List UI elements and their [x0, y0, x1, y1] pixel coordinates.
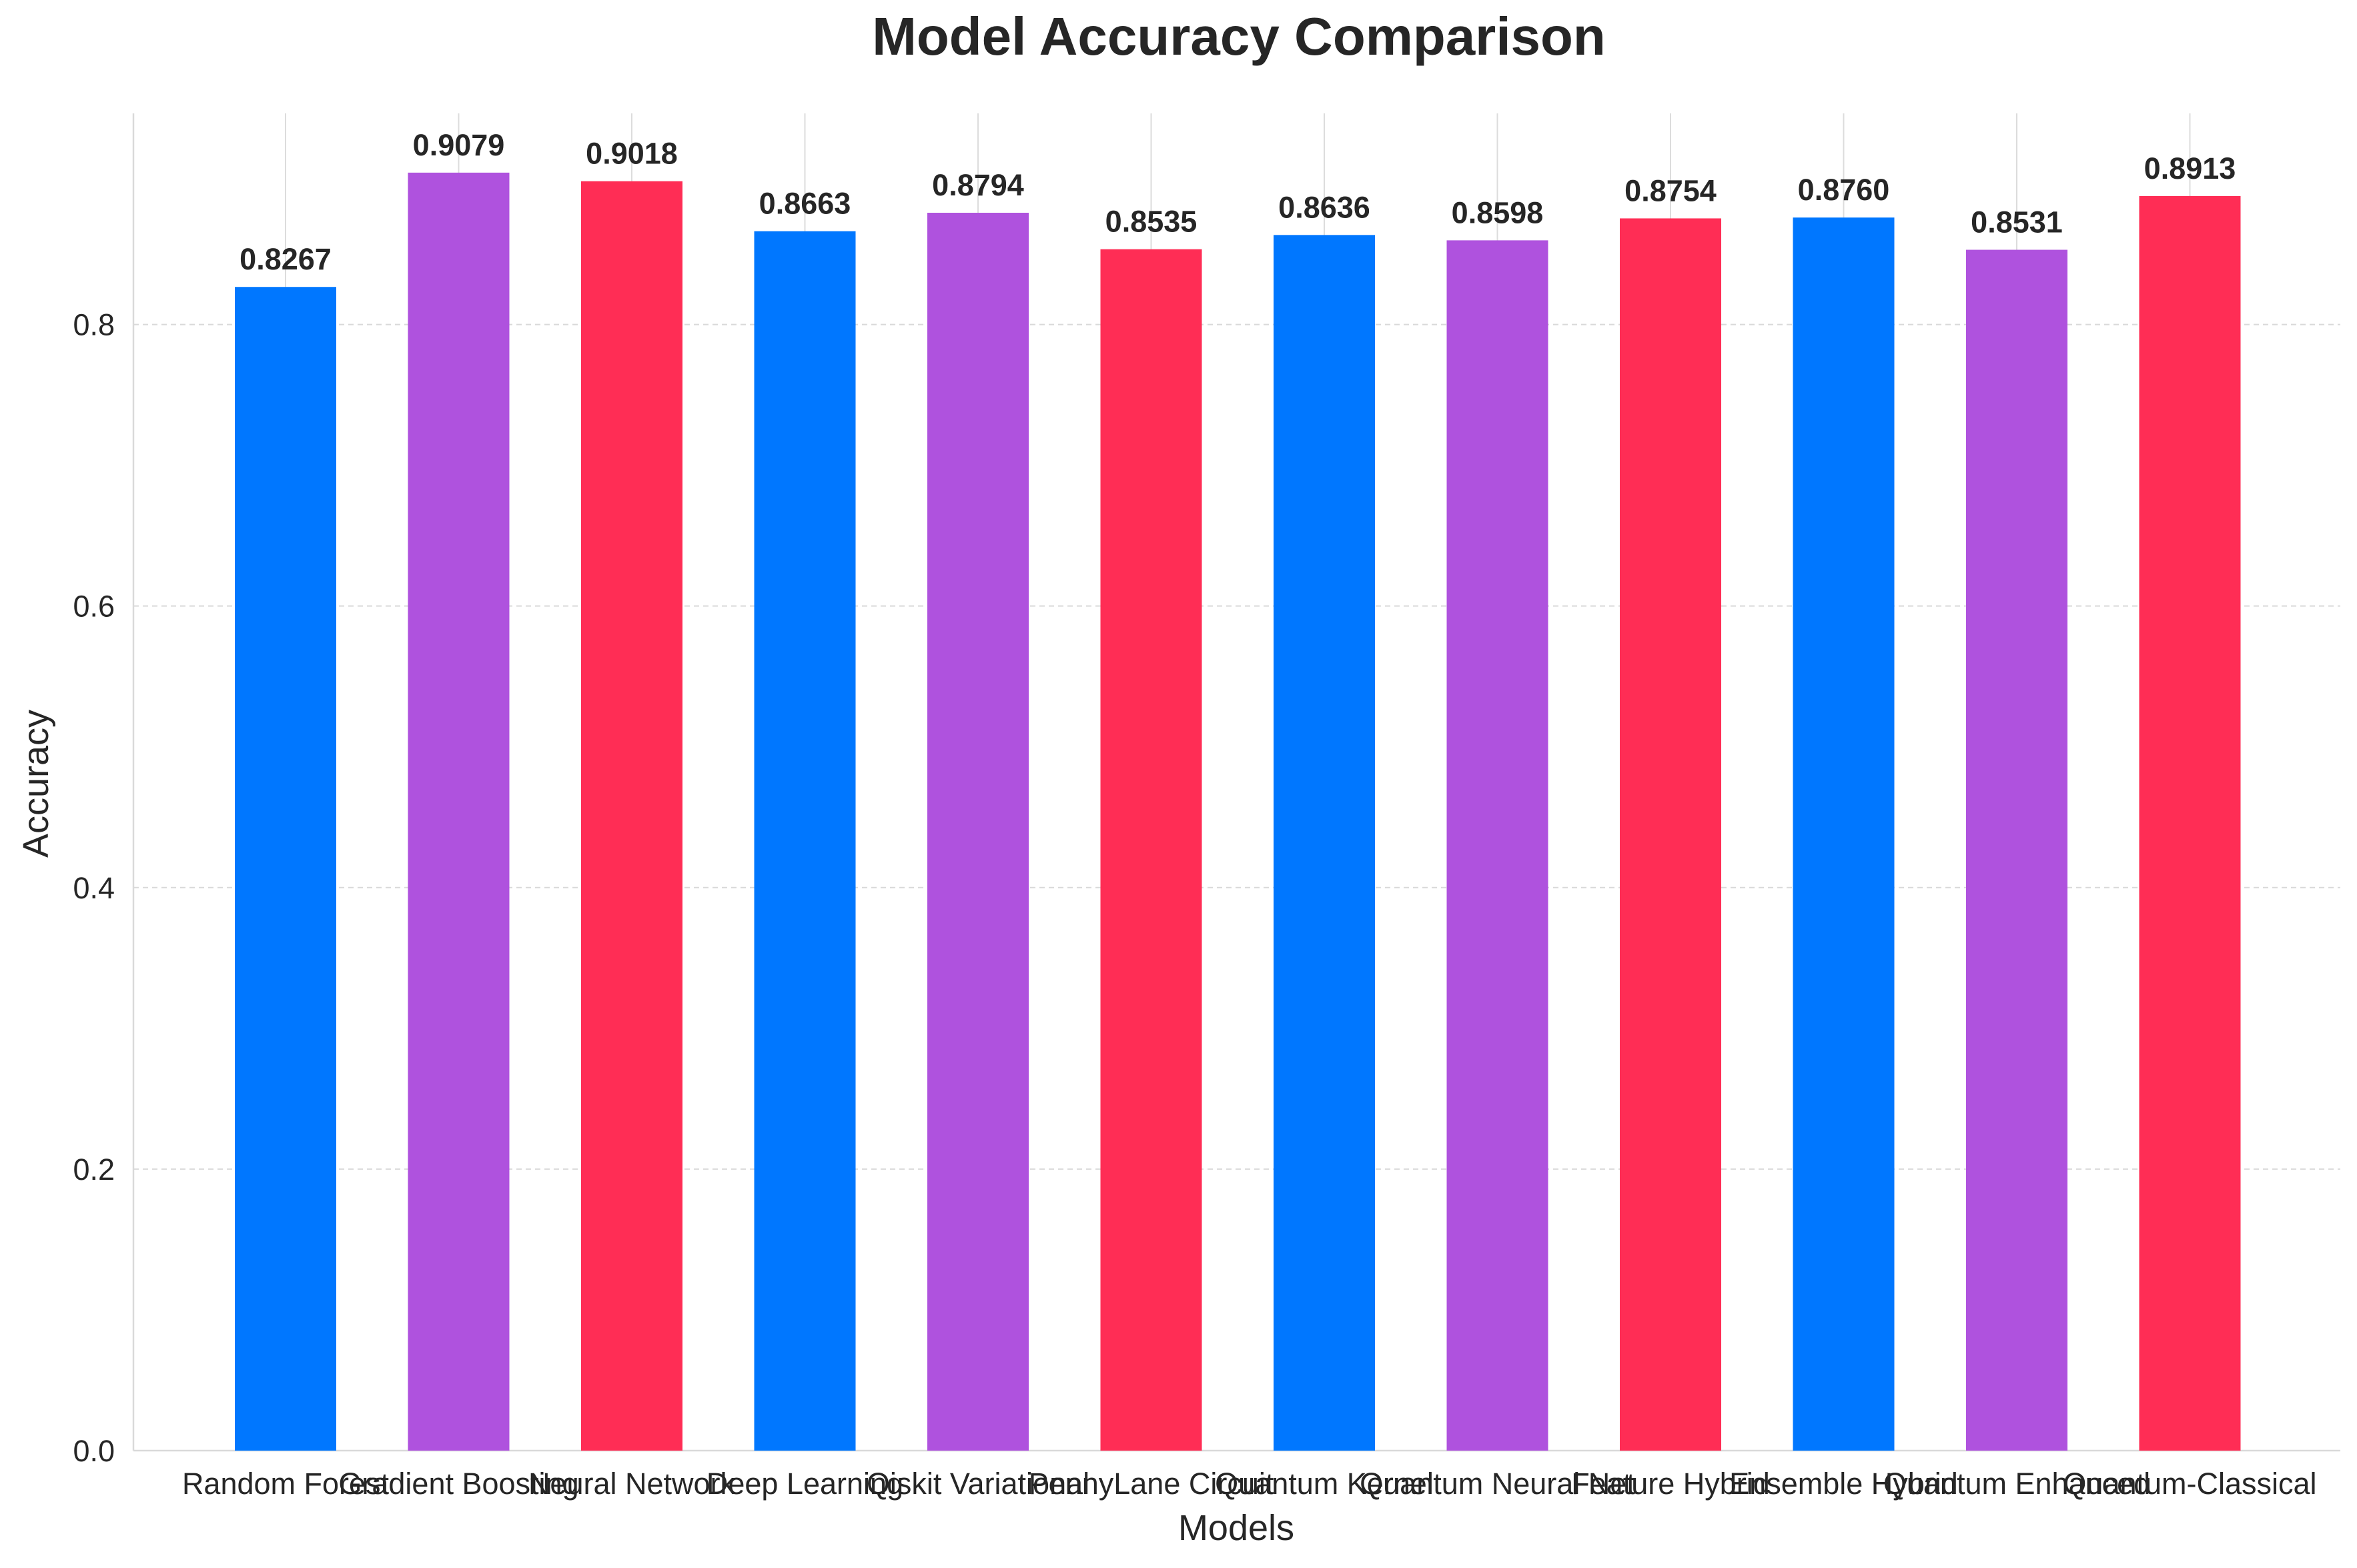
bar	[1966, 249, 2067, 1451]
bar	[1274, 235, 1375, 1451]
value-label: 0.8598	[1452, 195, 1544, 229]
x-tick-label: Quantum Enhanced	[1883, 1467, 2150, 1501]
value-label: 0.8754	[1624, 173, 1717, 207]
bar	[754, 231, 856, 1451]
chart-title: Model Accuracy Comparison	[872, 7, 1606, 66]
x-tick-label: Quantum-Classical	[2063, 1467, 2316, 1501]
y-tick-label: 0.8	[73, 308, 115, 342]
bar	[927, 213, 1029, 1451]
value-label: 0.8531	[1971, 205, 2063, 239]
value-label: 0.8760	[1798, 173, 1890, 207]
value-label: 0.8913	[2144, 151, 2236, 185]
value-labels: 0.8267 0.9079 0.9018 0.8663 0.8794 0.8535 0.86…	[240, 128, 2236, 276]
value-label: 0.8663	[759, 187, 851, 221]
x-tick-label: Deep Learning	[706, 1467, 903, 1501]
value-label: 0.8794	[932, 168, 1024, 202]
x-tick-label: Qiskit Variational	[867, 1467, 1089, 1501]
x-tick-label: Random Forest	[182, 1467, 390, 1501]
bar	[1100, 249, 1202, 1451]
x-tick-label: Neural Network	[528, 1467, 736, 1501]
bar	[581, 181, 682, 1451]
x-tick-label: Ensemble Hybrid	[1729, 1467, 1958, 1501]
value-label: 0.9079	[413, 128, 505, 162]
value-label: 0.8636	[1278, 190, 1370, 224]
y-tick-label: 0.0	[73, 1434, 115, 1468]
bars	[235, 172, 2241, 1451]
y-tick-label: 0.4	[73, 871, 115, 905]
y-axis-label: Accuracy	[16, 710, 56, 858]
bar	[1446, 240, 1548, 1451]
bar	[408, 172, 510, 1451]
x-axis-label: Models	[1178, 1508, 1294, 1548]
x-tick-label: Gradient Boosting	[338, 1467, 578, 1501]
x-tick-label: Quantum Neural Net	[1360, 1467, 1635, 1501]
bar	[235, 287, 336, 1451]
y-tick-labels: 0.0 0.2 0.4 0.6 0.8	[73, 308, 115, 1468]
value-label: 0.9018	[586, 137, 678, 171]
x-tick-label: PennyLane Circuit	[1029, 1467, 1274, 1501]
bar	[1620, 218, 1721, 1451]
bar	[2139, 195, 2241, 1451]
x-tick-label: Feature Hybrid	[1571, 1467, 1770, 1501]
x-tick-label: Quantum Kernel	[1215, 1467, 1434, 1501]
bar	[1793, 217, 1895, 1451]
y-tick-label: 0.2	[73, 1152, 115, 1187]
value-label: 0.8535	[1105, 205, 1198, 239]
y-tick-label: 0.6	[73, 590, 115, 624]
value-label: 0.8267	[240, 242, 332, 276]
